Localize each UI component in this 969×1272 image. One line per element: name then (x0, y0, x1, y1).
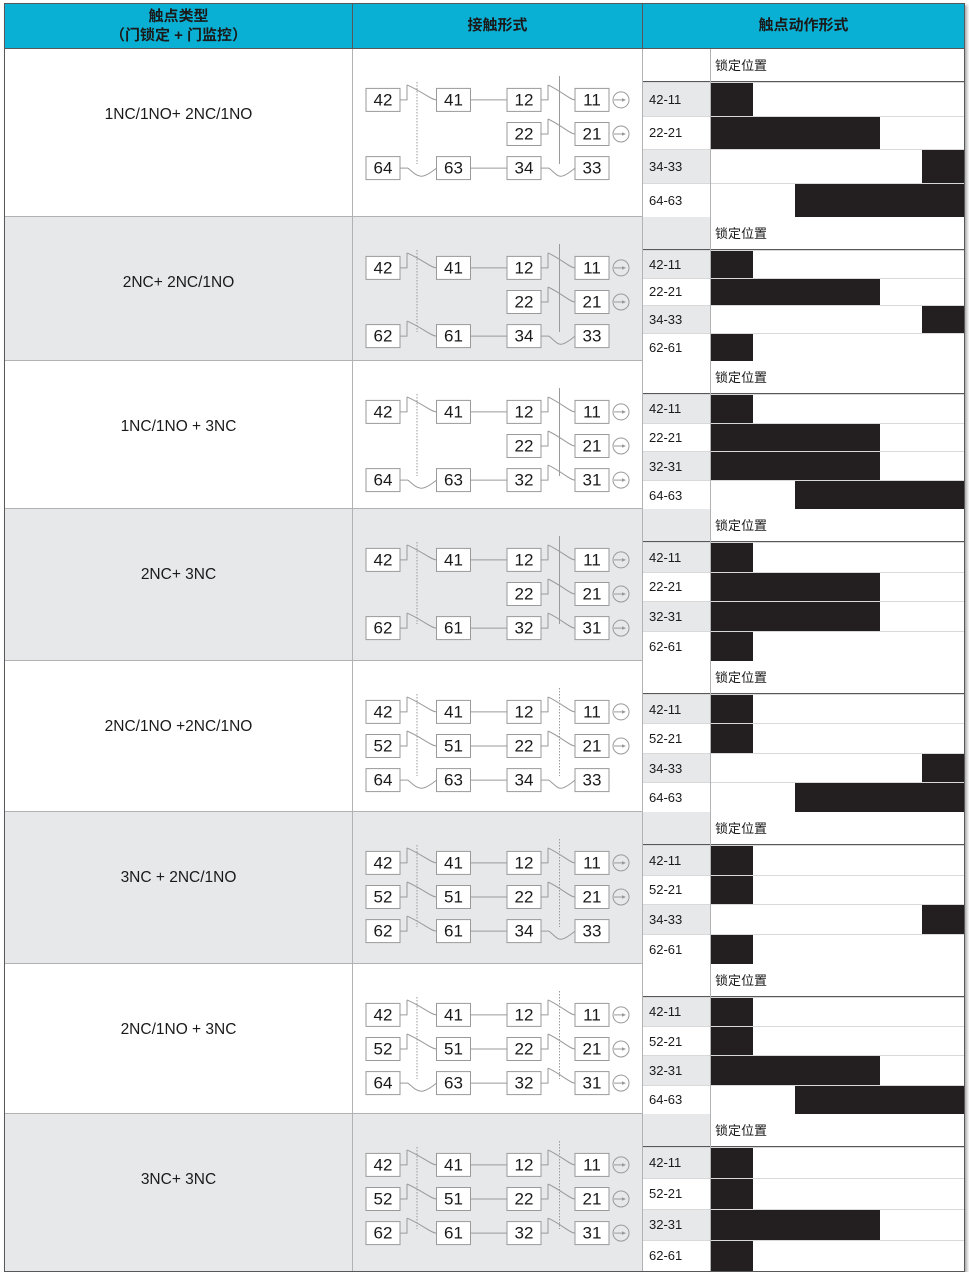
svg-text:33: 33 (583, 327, 602, 346)
svg-text:21: 21 (583, 887, 602, 906)
svg-text:12: 12 (515, 1155, 534, 1174)
svg-text:61: 61 (444, 1224, 463, 1243)
svg-text:12: 12 (515, 258, 534, 277)
svg-text:51: 51 (444, 1039, 463, 1058)
svg-text:22: 22 (515, 1039, 534, 1058)
svg-text:11: 11 (583, 402, 601, 421)
svg-text:12: 12 (515, 550, 534, 569)
svg-text:42: 42 (374, 702, 393, 721)
svg-text:61: 61 (444, 922, 463, 941)
svg-text:52: 52 (374, 887, 393, 906)
svg-text:42: 42 (374, 853, 393, 872)
svg-text:12: 12 (515, 702, 534, 721)
svg-text:52: 52 (374, 736, 393, 755)
svg-text:42: 42 (374, 90, 393, 109)
svg-text:64: 64 (374, 159, 393, 178)
svg-text:34: 34 (515, 159, 534, 178)
svg-text:12: 12 (515, 402, 534, 421)
svg-text:22: 22 (515, 584, 534, 603)
svg-text:62: 62 (374, 327, 393, 346)
svg-text:61: 61 (444, 619, 463, 638)
svg-text:41: 41 (444, 853, 463, 872)
svg-text:32: 32 (515, 471, 534, 490)
svg-text:41: 41 (444, 258, 463, 277)
svg-text:41: 41 (444, 90, 463, 109)
svg-text:21: 21 (583, 124, 602, 143)
svg-text:41: 41 (444, 702, 463, 721)
svg-text:21: 21 (583, 436, 602, 455)
svg-text:21: 21 (583, 584, 602, 603)
svg-text:34: 34 (515, 327, 534, 346)
svg-text:31: 31 (583, 619, 602, 638)
svg-text:42: 42 (374, 402, 393, 421)
svg-text:52: 52 (374, 1039, 393, 1058)
svg-text:51: 51 (444, 736, 463, 755)
svg-text:64: 64 (374, 471, 393, 490)
svg-text:21: 21 (583, 1039, 602, 1058)
svg-text:11: 11 (583, 550, 601, 569)
svg-text:63: 63 (444, 1074, 463, 1093)
svg-text:11: 11 (583, 90, 601, 109)
svg-text:42: 42 (374, 258, 393, 277)
svg-text:63: 63 (444, 471, 463, 490)
svg-text:22: 22 (515, 887, 534, 906)
svg-text:52: 52 (374, 1189, 393, 1208)
svg-text:11: 11 (583, 1005, 601, 1024)
svg-text:12: 12 (515, 1005, 534, 1024)
svg-text:62: 62 (374, 619, 393, 638)
svg-text:63: 63 (444, 159, 463, 178)
svg-text:22: 22 (515, 292, 534, 311)
svg-text:22: 22 (515, 436, 534, 455)
svg-text:41: 41 (444, 550, 463, 569)
svg-text:41: 41 (444, 1155, 463, 1174)
svg-text:33: 33 (583, 771, 602, 790)
svg-text:22: 22 (515, 1189, 534, 1208)
svg-text:33: 33 (583, 922, 602, 941)
svg-text:12: 12 (515, 90, 534, 109)
svg-text:51: 51 (444, 887, 463, 906)
svg-text:32: 32 (515, 1224, 534, 1243)
svg-text:11: 11 (583, 853, 601, 872)
svg-text:21: 21 (583, 292, 602, 311)
svg-text:32: 32 (515, 619, 534, 638)
svg-text:61: 61 (444, 327, 463, 346)
svg-text:41: 41 (444, 1005, 463, 1024)
svg-text:64: 64 (374, 1074, 393, 1093)
svg-text:34: 34 (515, 771, 534, 790)
svg-text:21: 21 (583, 736, 602, 755)
svg-text:42: 42 (374, 1155, 393, 1174)
svg-text:42: 42 (374, 1005, 393, 1024)
svg-text:64: 64 (374, 771, 393, 790)
svg-text:21: 21 (583, 1189, 602, 1208)
svg-text:34: 34 (515, 922, 534, 941)
svg-text:41: 41 (444, 402, 463, 421)
svg-text:62: 62 (374, 1224, 393, 1243)
svg-text:33: 33 (583, 159, 602, 178)
svg-text:62: 62 (374, 922, 393, 941)
svg-text:32: 32 (515, 1074, 534, 1093)
svg-text:22: 22 (515, 124, 534, 143)
svg-text:31: 31 (583, 1074, 602, 1093)
svg-text:31: 31 (583, 471, 602, 490)
svg-text:31: 31 (583, 1224, 602, 1243)
svg-text:42: 42 (374, 550, 393, 569)
svg-text:51: 51 (444, 1189, 463, 1208)
svg-text:11: 11 (583, 1155, 601, 1174)
svg-text:12: 12 (515, 853, 534, 872)
svg-text:22: 22 (515, 736, 534, 755)
svg-text:11: 11 (583, 702, 601, 721)
svg-text:11: 11 (583, 258, 601, 277)
svg-text:63: 63 (444, 771, 463, 790)
